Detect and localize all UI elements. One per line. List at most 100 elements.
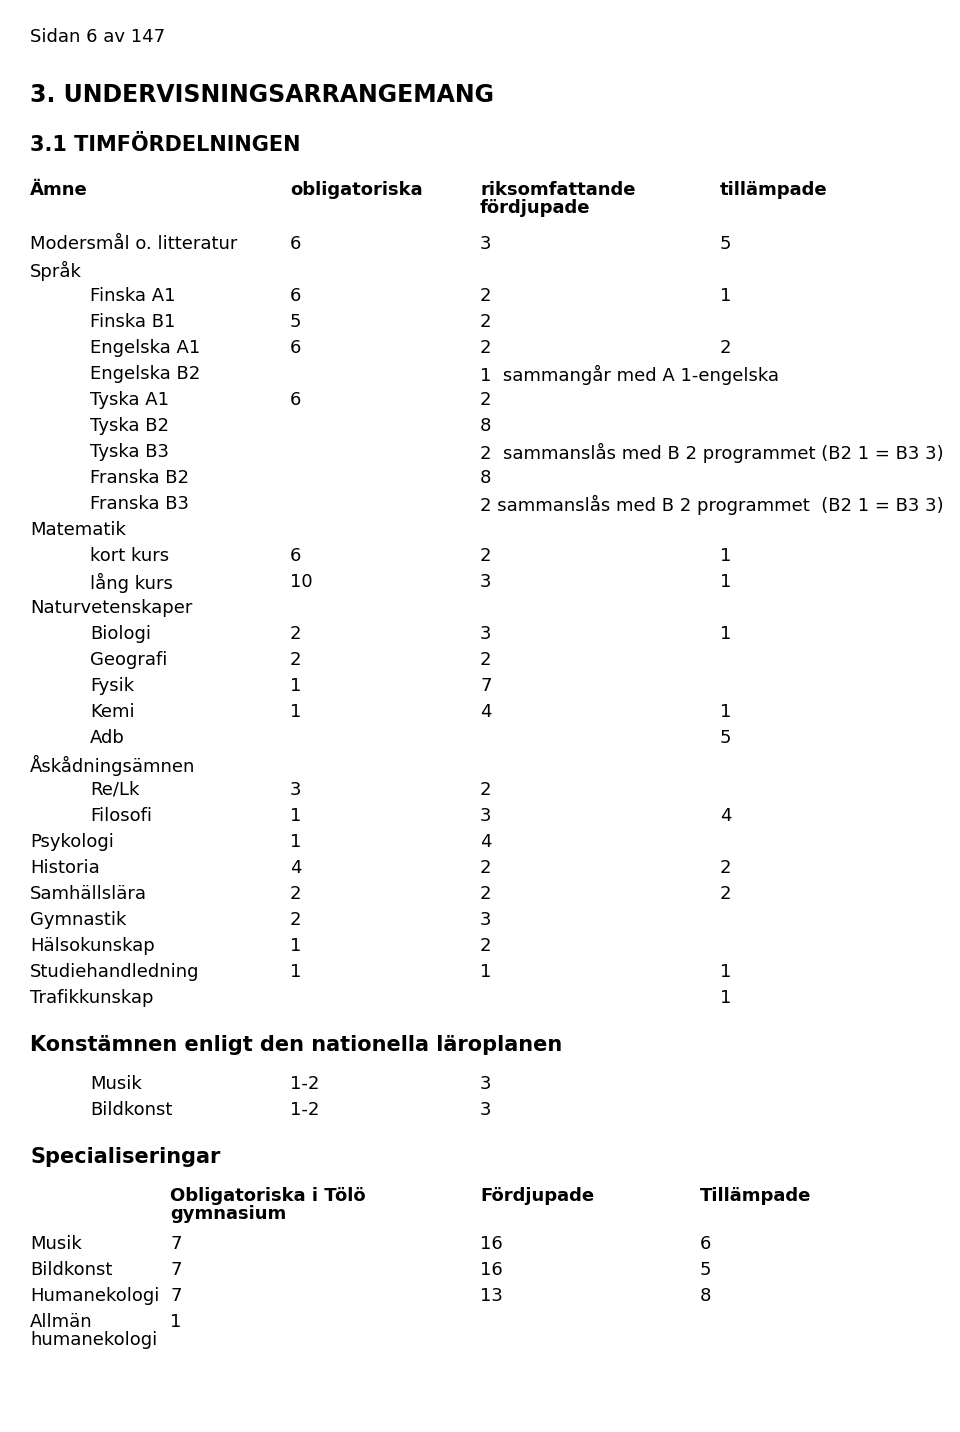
Text: 6: 6 — [290, 235, 301, 253]
Text: 2: 2 — [290, 911, 301, 929]
Text: 2: 2 — [720, 885, 732, 904]
Text: Sidan 6 av 147: Sidan 6 av 147 — [30, 29, 165, 46]
Text: 1-2: 1-2 — [290, 1075, 320, 1093]
Text: Studiehandledning: Studiehandledning — [30, 962, 200, 981]
Text: 4: 4 — [480, 833, 492, 851]
Text: 3: 3 — [480, 624, 492, 643]
Text: 2: 2 — [720, 339, 732, 357]
Text: gymnasium: gymnasium — [170, 1204, 286, 1223]
Text: 2  sammanslås med B 2 programmet (B2 1 = B3 3): 2 sammanslås med B 2 programmet (B2 1 = … — [480, 442, 944, 463]
Text: Adb: Adb — [90, 729, 125, 748]
Text: obligatoriska: obligatoriska — [290, 180, 422, 199]
Text: 8: 8 — [700, 1287, 711, 1305]
Text: Finska A1: Finska A1 — [90, 286, 176, 305]
Text: 13: 13 — [480, 1287, 503, 1305]
Text: Bildkonst: Bildkonst — [90, 1101, 173, 1118]
Text: Filosofi: Filosofi — [90, 808, 152, 825]
Text: 8: 8 — [480, 417, 492, 435]
Text: riksomfattande: riksomfattande — [480, 180, 636, 199]
Text: Musik: Musik — [90, 1075, 142, 1093]
Text: Finska B1: Finska B1 — [90, 314, 176, 331]
Text: 3: 3 — [480, 911, 492, 929]
Text: 4: 4 — [290, 859, 301, 876]
Text: tillämpade: tillämpade — [720, 180, 828, 199]
Text: 7: 7 — [170, 1287, 181, 1305]
Text: 10: 10 — [290, 573, 313, 591]
Text: Samhällslära: Samhällslära — [30, 885, 147, 904]
Text: Konstämnen enligt den nationella läroplanen: Konstämnen enligt den nationella läropla… — [30, 1035, 563, 1055]
Text: 2: 2 — [290, 624, 301, 643]
Text: Gymnastik: Gymnastik — [30, 911, 127, 929]
Text: 1: 1 — [290, 962, 301, 981]
Text: 2: 2 — [480, 937, 492, 955]
Text: Tyska B3: Tyska B3 — [90, 442, 169, 461]
Text: 5: 5 — [290, 314, 301, 331]
Text: 2: 2 — [720, 859, 732, 876]
Text: 3: 3 — [480, 1075, 492, 1093]
Text: Fysik: Fysik — [90, 677, 134, 695]
Text: 1: 1 — [290, 808, 301, 825]
Text: Ämne: Ämne — [30, 180, 87, 199]
Text: Fördjupade: Fördjupade — [480, 1187, 594, 1204]
Text: Matematik: Matematik — [30, 521, 126, 538]
Text: Tillämpade: Tillämpade — [700, 1187, 811, 1204]
Text: 6: 6 — [290, 286, 301, 305]
Text: kort kurs: kort kurs — [90, 547, 169, 566]
Text: 1: 1 — [290, 937, 301, 955]
Text: 1: 1 — [720, 547, 732, 566]
Text: 2: 2 — [480, 314, 492, 331]
Text: 1: 1 — [170, 1313, 181, 1330]
Text: Språk: Språk — [30, 261, 82, 281]
Text: 1  sammangår med A 1-engelska: 1 sammangår med A 1-engelska — [480, 365, 779, 385]
Text: 7: 7 — [480, 677, 492, 695]
Text: humanekologi: humanekologi — [30, 1330, 157, 1349]
Text: 5: 5 — [700, 1262, 711, 1279]
Text: 6: 6 — [700, 1234, 711, 1253]
Text: Psykologi: Psykologi — [30, 833, 114, 851]
Text: 1: 1 — [720, 990, 732, 1007]
Text: 1: 1 — [290, 703, 301, 720]
Text: Allmän: Allmän — [30, 1313, 92, 1330]
Text: Tyska A1: Tyska A1 — [90, 391, 169, 410]
Text: Trafikkunskap: Trafikkunskap — [30, 990, 154, 1007]
Text: 3.1 TIMFÖRDELNINGEN: 3.1 TIMFÖRDELNINGEN — [30, 135, 300, 155]
Text: Åskådningsämnen: Åskådningsämnen — [30, 755, 196, 776]
Text: 4: 4 — [720, 808, 732, 825]
Text: 2 sammanslås med B 2 programmet  (B2 1 = B3 3): 2 sammanslås med B 2 programmet (B2 1 = … — [480, 495, 944, 516]
Text: Bildkonst: Bildkonst — [30, 1262, 112, 1279]
Text: Modersmål o. litteratur: Modersmål o. litteratur — [30, 235, 237, 253]
Text: Franska B3: Franska B3 — [90, 495, 189, 513]
Text: Franska B2: Franska B2 — [90, 470, 189, 487]
Text: 1: 1 — [720, 286, 732, 305]
Text: 4: 4 — [480, 703, 492, 720]
Text: 2: 2 — [480, 391, 492, 410]
Text: 1: 1 — [720, 624, 732, 643]
Text: 6: 6 — [290, 391, 301, 410]
Text: Obligatoriska i Tölö: Obligatoriska i Tölö — [170, 1187, 366, 1204]
Text: 2: 2 — [290, 885, 301, 904]
Text: Re/Lk: Re/Lk — [90, 780, 139, 799]
Text: Naturvetenskaper: Naturvetenskaper — [30, 599, 192, 617]
Text: 3. UNDERVISNINGSARRANGEMANG: 3. UNDERVISNINGSARRANGEMANG — [30, 83, 494, 107]
Text: Hälsokunskap: Hälsokunskap — [30, 937, 155, 955]
Text: lång kurs: lång kurs — [90, 573, 173, 593]
Text: 1: 1 — [720, 962, 732, 981]
Text: 16: 16 — [480, 1234, 503, 1253]
Text: fördjupade: fördjupade — [480, 199, 590, 218]
Text: Geografi: Geografi — [90, 652, 167, 669]
Text: 1: 1 — [290, 677, 301, 695]
Text: 3: 3 — [480, 573, 492, 591]
Text: Specialiseringar: Specialiseringar — [30, 1147, 221, 1167]
Text: 2: 2 — [480, 286, 492, 305]
Text: Kemi: Kemi — [90, 703, 134, 720]
Text: 3: 3 — [290, 780, 301, 799]
Text: 5: 5 — [720, 729, 732, 748]
Text: 2: 2 — [480, 547, 492, 566]
Text: 1: 1 — [290, 833, 301, 851]
Text: 5: 5 — [720, 235, 732, 253]
Text: 7: 7 — [170, 1262, 181, 1279]
Text: Engelska B2: Engelska B2 — [90, 365, 201, 382]
Text: 2: 2 — [480, 652, 492, 669]
Text: 3: 3 — [480, 1101, 492, 1118]
Text: 7: 7 — [170, 1234, 181, 1253]
